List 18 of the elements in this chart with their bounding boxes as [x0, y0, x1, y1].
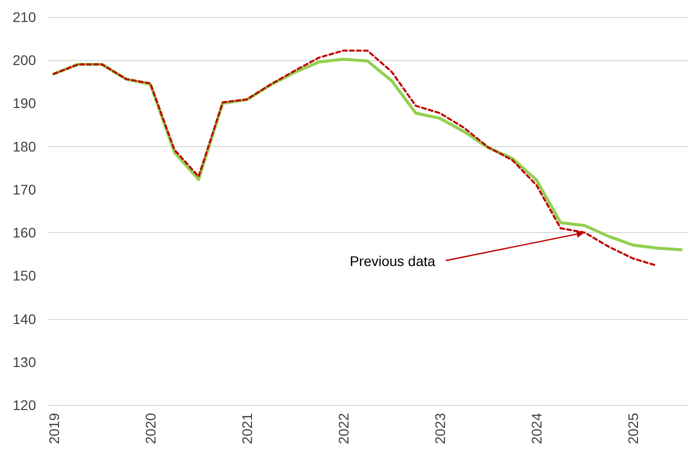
x-tick-label: 2022	[335, 412, 352, 444]
y-tick-label: 200	[12, 52, 36, 68]
y-tick-label: 120	[12, 397, 36, 413]
x-tick-label: 2019	[46, 412, 62, 444]
y-tick-label: 140	[12, 310, 36, 327]
x-tick-label: 2025	[624, 412, 641, 444]
y-tick-label: 180	[12, 138, 36, 154]
y-tick-label: 160	[12, 224, 36, 241]
y-tick-label: 170	[12, 181, 36, 198]
x-tick-label: 2024	[528, 412, 544, 444]
x-tick-label: 2020	[142, 412, 158, 444]
y-tick-label: 150	[12, 268, 36, 284]
y-tick-label: 190	[12, 95, 36, 112]
annotation: Previous data	[350, 252, 436, 269]
x-tick-label: 2021	[238, 412, 255, 444]
x-tick-label: 2023	[432, 412, 448, 444]
y-tick-label: 130	[12, 354, 36, 370]
y-tick-label: 210	[12, 9, 36, 25]
